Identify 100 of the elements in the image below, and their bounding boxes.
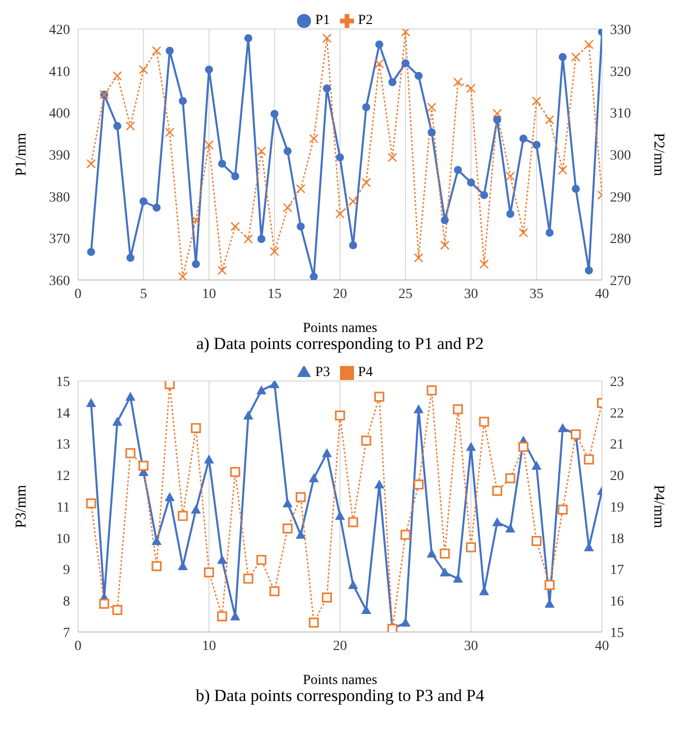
point — [505, 523, 516, 532]
point — [466, 84, 476, 93]
point — [493, 116, 502, 124]
point — [230, 222, 240, 231]
x-tick-label: 0 — [74, 286, 82, 302]
point — [309, 134, 318, 144]
point — [296, 492, 306, 502]
point — [282, 498, 293, 508]
point — [335, 410, 345, 421]
point — [454, 166, 462, 174]
y-tick-label: 410 — [49, 64, 70, 80]
point — [178, 510, 188, 521]
point — [480, 191, 488, 200]
x-tick-label: 10 — [202, 286, 216, 302]
point — [296, 184, 306, 194]
point — [204, 567, 214, 578]
x-tick-label: 10 — [202, 638, 216, 654]
y-tick-label: 390 — [49, 148, 70, 164]
point — [256, 554, 266, 565]
y-tick-label: 420 — [49, 22, 70, 38]
point — [190, 504, 201, 514]
point — [467, 178, 475, 187]
point — [335, 510, 345, 520]
y2-tick-label: 17 — [610, 563, 624, 578]
point — [544, 580, 555, 590]
point — [336, 209, 344, 218]
point — [532, 536, 542, 546]
point — [282, 523, 293, 534]
point — [348, 196, 358, 206]
point — [558, 53, 567, 62]
point — [506, 210, 514, 218]
point — [256, 146, 266, 156]
point — [164, 492, 175, 502]
y2-tick-label: 18 — [610, 532, 624, 547]
point — [270, 381, 280, 388]
point — [322, 34, 332, 43]
point — [204, 140, 214, 150]
point — [572, 184, 580, 193]
point — [270, 586, 280, 596]
point — [480, 260, 489, 269]
point — [414, 253, 424, 262]
point — [218, 160, 226, 168]
point — [492, 486, 502, 496]
text: a) Data points corresponding to P1 and P2 — [195, 334, 485, 354]
y-tick-label: 380 — [49, 190, 70, 206]
y-axis-title: P1/mm — [13, 132, 30, 176]
point — [283, 203, 292, 212]
point — [374, 480, 384, 489]
point — [518, 228, 528, 238]
point — [99, 598, 110, 609]
point — [308, 473, 319, 482]
x-axis-title: Points names — [302, 321, 378, 336]
point — [322, 84, 331, 92]
point — [362, 103, 370, 112]
point — [217, 611, 228, 622]
y-tick-label: 14 — [56, 406, 70, 422]
point — [126, 254, 134, 262]
point — [256, 385, 266, 394]
point — [440, 216, 449, 224]
point — [519, 134, 528, 143]
point — [218, 266, 227, 275]
legend-label: P4 — [358, 365, 373, 380]
point — [440, 548, 450, 559]
point — [336, 153, 344, 162]
point — [243, 410, 254, 420]
point — [322, 448, 332, 458]
point — [414, 404, 424, 414]
point — [86, 159, 96, 168]
point — [388, 152, 397, 162]
point — [86, 398, 96, 407]
y2-tick-label: 290 — [610, 190, 631, 206]
point — [452, 574, 463, 583]
x-tick-label: 25 — [398, 286, 412, 302]
point — [440, 567, 450, 576]
point — [86, 498, 96, 508]
point — [217, 554, 228, 564]
y-tick-label: 9 — [63, 563, 70, 578]
y2-axis-title: P4/mm — [650, 484, 667, 528]
y2-tick-label: 23 — [610, 374, 624, 390]
y-tick-label: 360 — [49, 274, 70, 289]
point — [191, 216, 200, 225]
y-tick-label: 400 — [49, 106, 70, 122]
point — [270, 110, 278, 118]
point — [231, 172, 240, 180]
point — [125, 448, 136, 458]
point — [152, 536, 162, 546]
y2-tick-label: 19 — [610, 500, 624, 516]
y2-tick-label: 16 — [610, 594, 624, 610]
point — [205, 66, 213, 74]
point — [165, 128, 174, 137]
point — [310, 272, 318, 280]
y2-tick-label: 300 — [610, 148, 631, 164]
point — [374, 392, 384, 402]
point — [584, 454, 594, 464]
point — [296, 222, 305, 230]
point — [87, 248, 96, 256]
x-tick-label: 30 — [464, 638, 478, 654]
point — [308, 618, 319, 628]
x-axis-title: Points names — [302, 673, 378, 688]
y2-tick-label: 270 — [610, 274, 631, 289]
